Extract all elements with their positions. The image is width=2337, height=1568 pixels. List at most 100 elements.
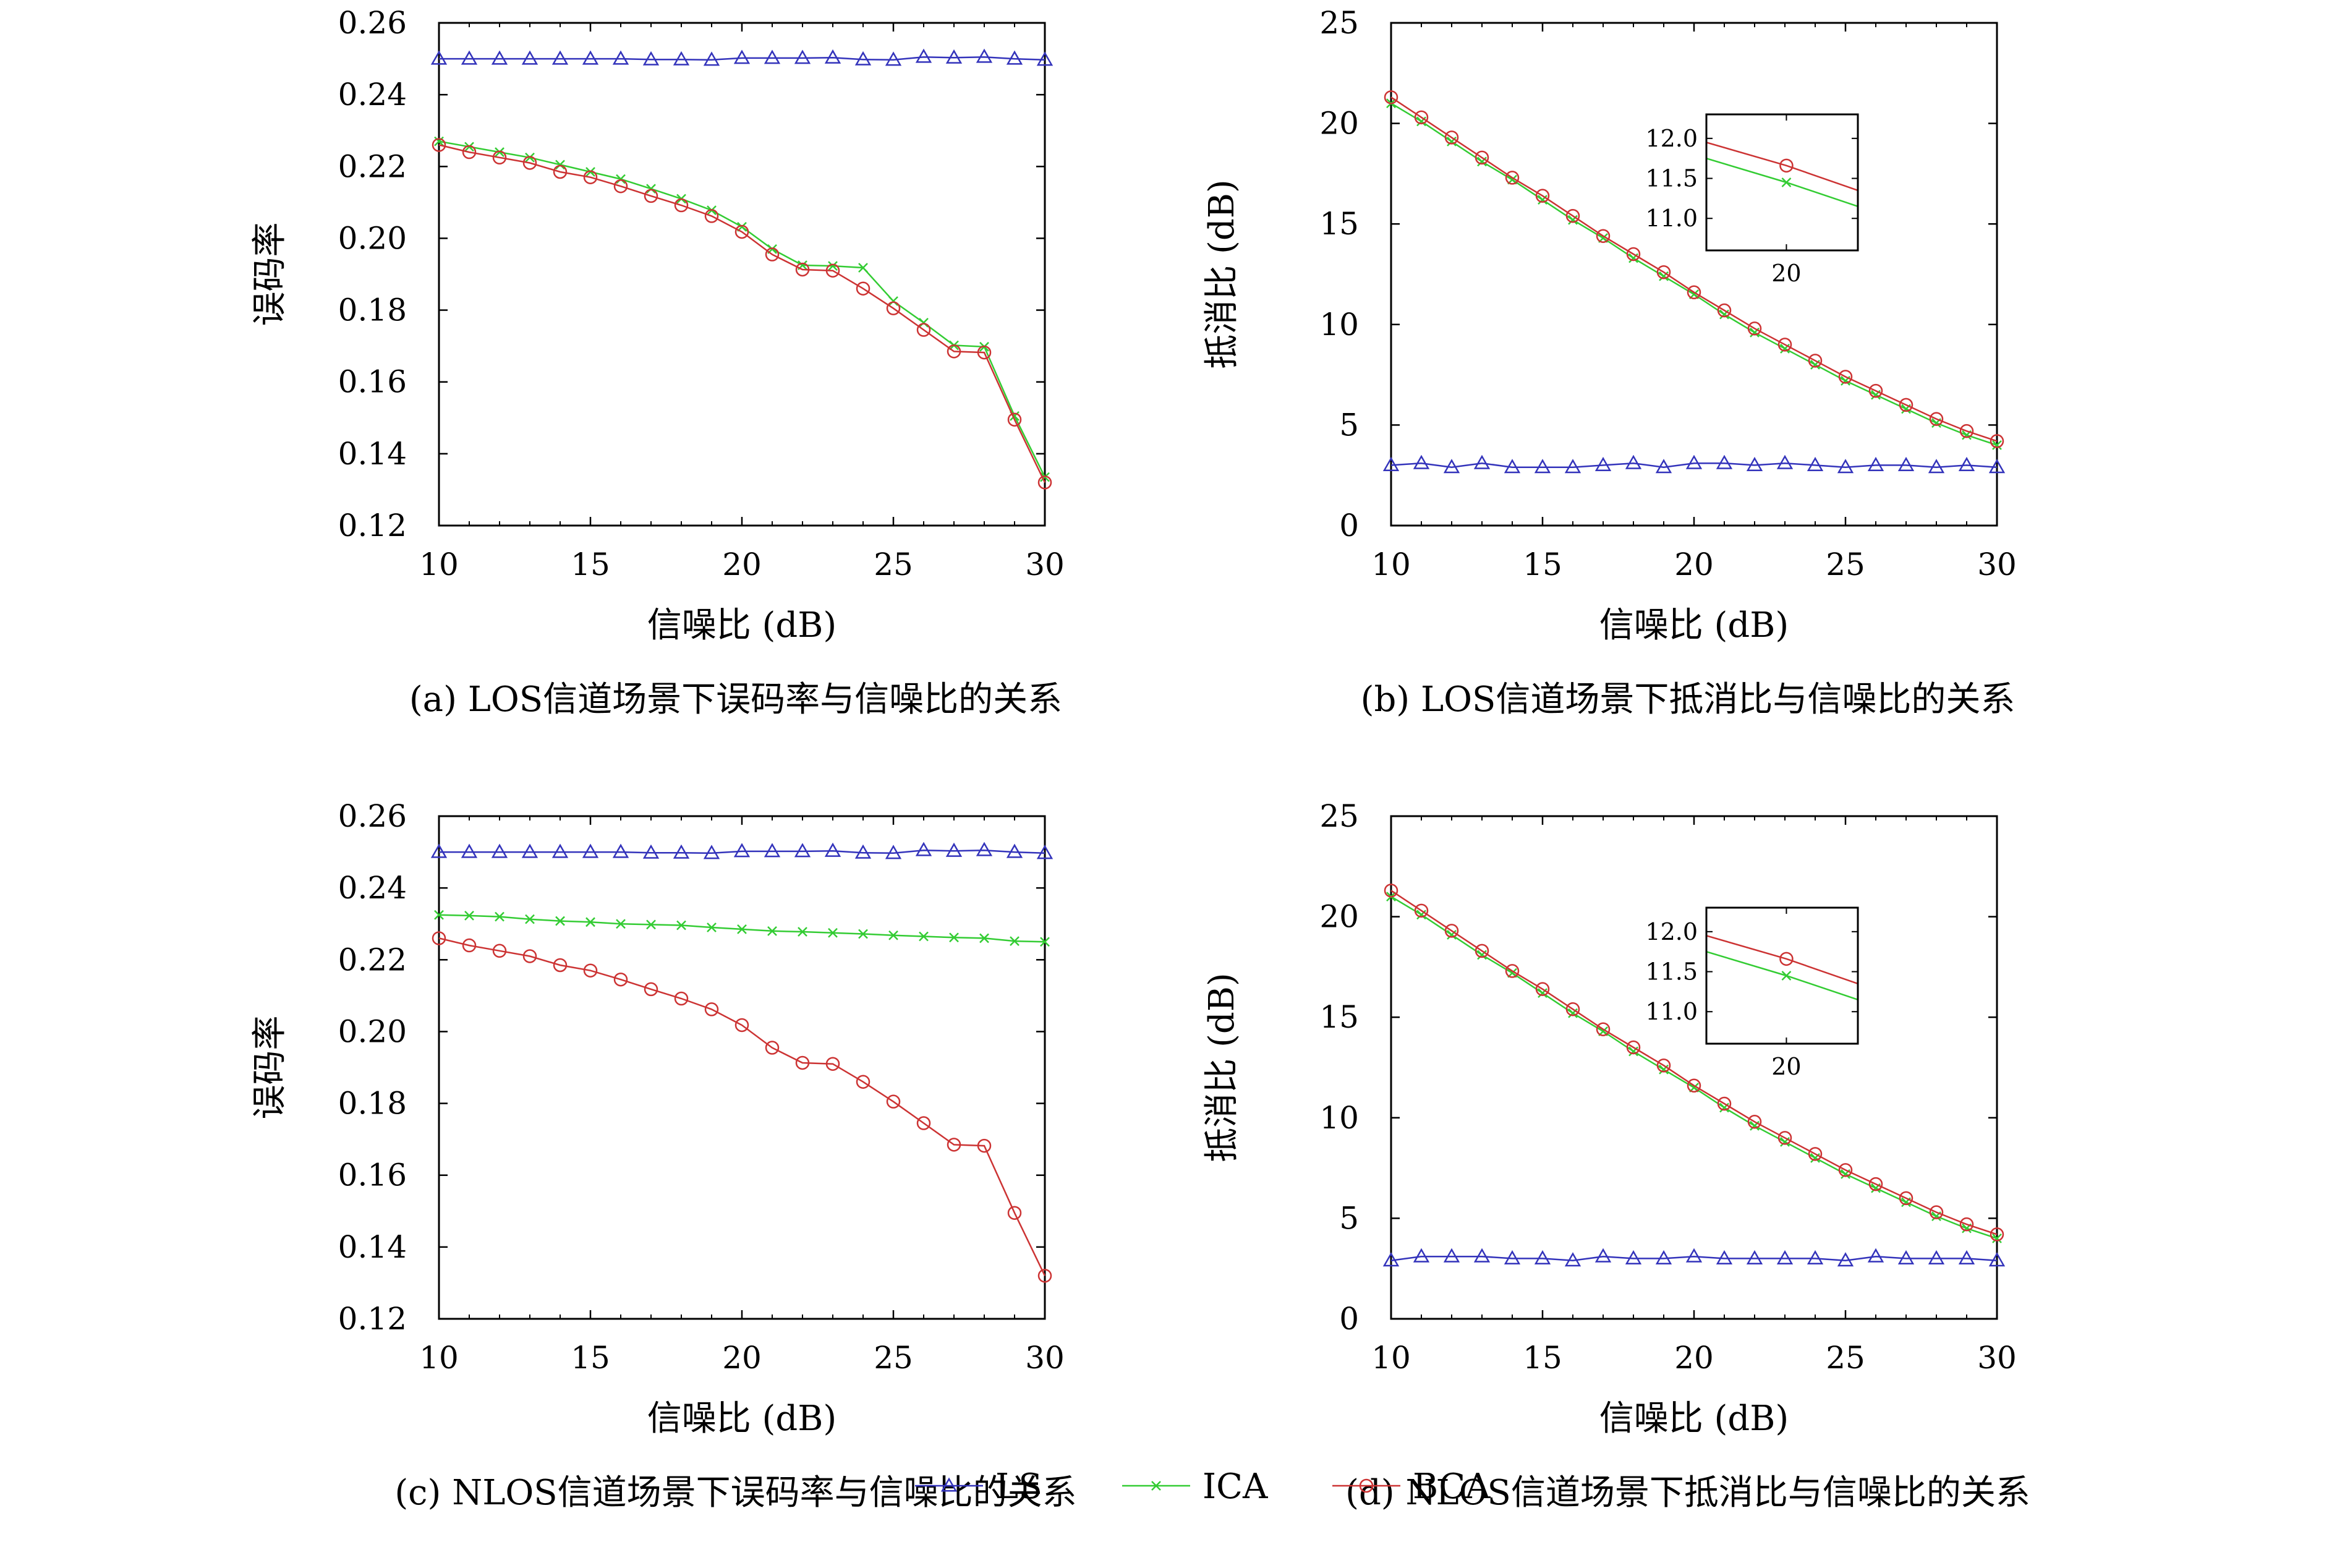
data-point (432, 931, 446, 945)
inset-line-bca (1706, 142, 1858, 192)
data-point (734, 224, 749, 239)
data-point (616, 174, 626, 184)
data-point (707, 922, 717, 932)
data-point (1565, 208, 1580, 223)
data-point (1868, 383, 1883, 398)
data-point (704, 1002, 719, 1016)
inset-background (1700, 108, 1864, 257)
data-point (1444, 130, 1459, 145)
y-tick-label: 0.18 (338, 292, 407, 328)
data-point (1867, 456, 1884, 471)
data-point (583, 170, 598, 184)
data-point (1687, 1078, 1701, 1093)
data-point (764, 843, 781, 858)
data-point (1897, 456, 1915, 471)
data-point (525, 914, 535, 924)
y-tick-label: 0.20 (338, 220, 407, 256)
data-point (582, 50, 599, 65)
data-point (703, 845, 720, 859)
data-point (1685, 454, 1703, 469)
data-point (916, 323, 931, 337)
data-point (1384, 90, 1398, 104)
series-ica (434, 136, 1050, 482)
data-point (642, 51, 660, 66)
legend-label: BCA (1413, 1467, 1491, 1507)
legend-marker (940, 1477, 958, 1492)
data-point (1538, 195, 1547, 205)
data-point (1659, 271, 1669, 281)
data-point (1928, 1250, 1945, 1264)
y-tick-label: 0.16 (338, 364, 407, 400)
series-line (439, 56, 1045, 61)
data-point (1444, 924, 1459, 938)
data-point (1807, 456, 1824, 471)
x-tick-label: 15 (1523, 1340, 1562, 1376)
data-point (1808, 1147, 1823, 1161)
x-tick-label: 10 (1371, 1340, 1411, 1376)
y-tick-label: 20 (1319, 899, 1359, 935)
x-tick-label: 20 (1674, 1340, 1714, 1376)
y-tick-label: 0.24 (338, 870, 407, 906)
data-point (976, 842, 993, 856)
data-point (885, 51, 902, 66)
data-point (1716, 454, 1733, 469)
inset-x-tick-label: 20 (1771, 260, 1801, 287)
data-point (1416, 116, 1426, 127)
data-point (462, 145, 477, 160)
data-point (1447, 929, 1457, 940)
data-point (1807, 1250, 1824, 1264)
data-point (613, 179, 628, 194)
data-point (949, 932, 959, 943)
legend-item-ls: LS (915, 1467, 1042, 1507)
data-point (825, 1057, 840, 1071)
legend: LS ICA BCA (915, 1467, 1491, 1507)
data-point (1443, 459, 1460, 474)
data-point (1990, 434, 2004, 448)
data-point (1037, 475, 1052, 490)
data-point (1899, 1191, 1913, 1206)
x-tick-label: 30 (1025, 547, 1065, 582)
x-tick-label: 30 (1977, 547, 2017, 582)
data-point (737, 924, 747, 934)
plot-frame (1390, 815, 1998, 1320)
data-point (1594, 1248, 1612, 1263)
y-tick-label: 0.12 (338, 508, 407, 543)
data-point (646, 184, 656, 194)
data-point (1929, 1205, 1944, 1219)
y-tick-label: 0.22 (338, 148, 407, 184)
x-axis-label: 信噪比 (dB) (647, 1399, 837, 1439)
data-point (825, 263, 840, 278)
inset-y-tick-label: 11.0 (1645, 998, 1698, 1025)
data-point (676, 920, 686, 931)
panel-caption: (c) NLOS信道场景下误码率与信噪比的关系 (394, 1473, 1076, 1513)
data-point (1958, 456, 1975, 471)
data-point (1988, 459, 2006, 474)
data-point (1416, 910, 1426, 920)
x-tick-label: 10 (1371, 547, 1411, 582)
y-tick-label: 0.24 (338, 77, 407, 113)
data-point (824, 49, 841, 64)
data-point (492, 944, 507, 958)
data-point (979, 933, 989, 944)
data-point (947, 344, 961, 359)
data-point (919, 318, 929, 328)
plot-frame (438, 22, 1046, 527)
data-point (854, 844, 872, 859)
series-line (438, 140, 1046, 478)
data-point (461, 843, 478, 858)
inset-point (1779, 952, 1794, 966)
panel-caption: (b) LOS信道场景下抵消比与信噪比的关系 (1361, 680, 2016, 720)
data-point (1010, 936, 1020, 946)
data-point (1746, 456, 1763, 471)
inset-line-bca (1706, 935, 1858, 985)
data-point (1443, 1248, 1460, 1263)
data-point (1747, 322, 1762, 336)
x-tick-label: 15 (1523, 547, 1562, 582)
x-tick-label: 15 (571, 547, 610, 582)
inset-series (1706, 935, 1858, 1000)
data-point (795, 1055, 810, 1070)
data-point (673, 844, 690, 859)
data-point (432, 138, 446, 152)
legend-marker (1151, 1481, 1161, 1491)
